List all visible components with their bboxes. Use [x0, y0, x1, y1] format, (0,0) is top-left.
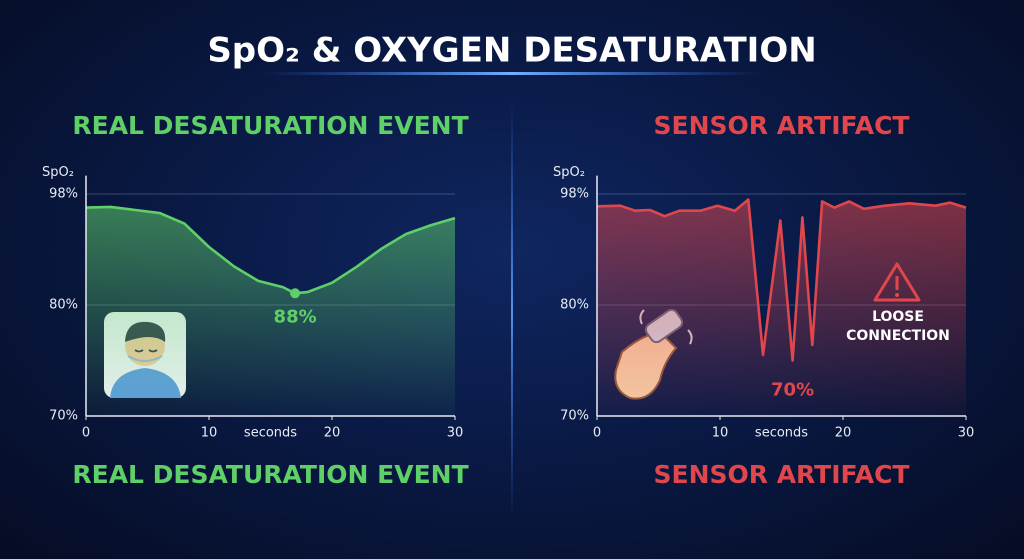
- x-tick-label: 10: [201, 426, 218, 441]
- line: [85, 205, 456, 295]
- y-tick-label: 80%: [49, 298, 78, 313]
- x-tick-label: 10: [712, 426, 729, 441]
- annotation: LOOSE CONNECTION: [846, 309, 950, 344]
- y-tick-label: 70%: [49, 409, 78, 424]
- chart-caption: SENSOR ARTIFACT: [653, 460, 909, 489]
- chart-title: SENSOR ARTIFACT: [653, 111, 909, 140]
- x-axis-label: seconds: [755, 426, 808, 441]
- chart-caption: REAL DESATURATION EVENT: [72, 460, 468, 489]
- x-axis-label: seconds: [244, 426, 297, 441]
- y-tick-label: 70%: [560, 409, 589, 424]
- chart-title: REAL DESATURATION EVENT: [72, 111, 468, 140]
- annotation: 70%: [771, 380, 814, 401]
- y-axis-label: SpO₂: [42, 165, 74, 180]
- x-tick-label: 0: [82, 426, 90, 441]
- title-underline: [262, 72, 762, 75]
- x-tick-label: 20: [324, 426, 341, 441]
- y-tick-label: 98%: [560, 187, 589, 202]
- x-tick-label: 30: [958, 426, 975, 441]
- x-tick-label: 30: [447, 426, 464, 441]
- y-tick-label: 98%: [49, 187, 78, 202]
- area-fill: [597, 199, 966, 416]
- y-tick-label: 80%: [560, 298, 589, 313]
- panel-divider: [511, 100, 513, 520]
- page-title: SpO₂ & OXYGEN DESATURATION: [207, 31, 816, 71]
- y-axis-label: SpO₂: [553, 165, 585, 180]
- x-tick-label: 20: [835, 426, 852, 441]
- area-fill: [86, 206, 455, 416]
- line: [596, 198, 967, 362]
- annotation: 88%: [274, 306, 317, 327]
- min-marker: [290, 288, 301, 299]
- x-tick-label: 0: [593, 426, 601, 441]
